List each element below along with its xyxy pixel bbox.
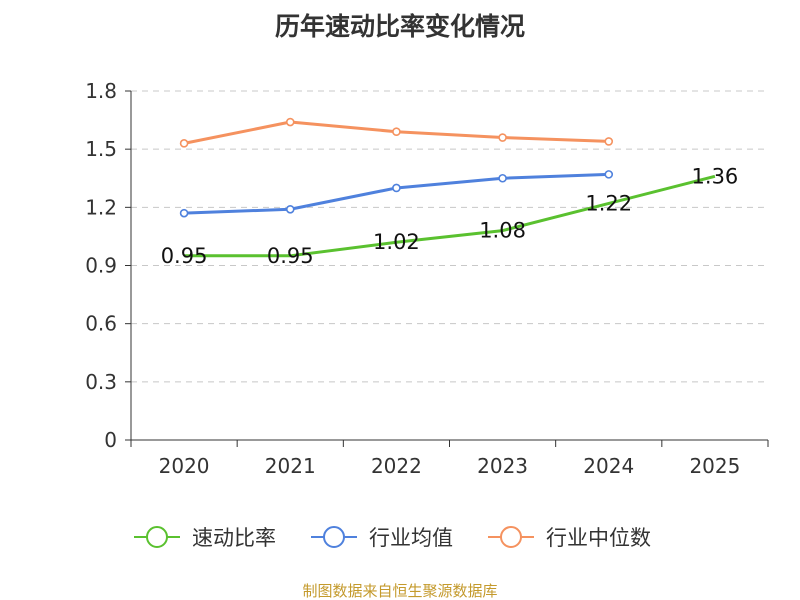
series-point[interactable] <box>179 208 189 218</box>
y-tick-label: 0.6 <box>85 312 117 336</box>
data-label: 0.95 <box>267 244 314 268</box>
series-point[interactable] <box>392 127 401 137</box>
legend-label: 行业中位数 <box>546 526 651 550</box>
legend-marker <box>500 526 522 548</box>
series-point[interactable] <box>392 183 401 193</box>
data-label: 1.08 <box>479 219 526 243</box>
y-tick-label: 0.9 <box>85 254 117 278</box>
legend-item-1[interactable]: 速动比率 <box>134 526 276 550</box>
series-point[interactable] <box>285 117 295 127</box>
data-label: 1.02 <box>373 230 420 254</box>
legend[interactable]: 速动比率 行业均值 行业中位数 <box>134 526 651 550</box>
data-label: 0.95 <box>161 244 208 268</box>
series-point[interactable] <box>498 133 507 142</box>
y-tick-labels: 0 0.3 0.6 0.9 1.2 1.5 1.8 <box>85 79 131 452</box>
x-tick-label: 2023 <box>477 454 528 478</box>
y-tick-label: 1.8 <box>85 79 117 103</box>
series-point[interactable] <box>604 137 614 146</box>
data-label: 1.36 <box>692 164 739 188</box>
legend-marker <box>323 526 345 548</box>
grid <box>131 90 768 383</box>
series-point[interactable] <box>498 173 507 183</box>
y-tick-label: 0.3 <box>85 370 117 394</box>
x-tick-label: 2025 <box>689 454 740 478</box>
legend-marker <box>146 526 168 548</box>
chart-title: 历年速动比率变化情况 <box>275 12 525 41</box>
y-tick-label: 1.2 <box>85 195 117 219</box>
y-tick-label: 1.5 <box>85 137 117 161</box>
x-tick-label: 2024 <box>583 454 634 478</box>
y-tick-label: 0 <box>104 428 117 452</box>
data-labels: 0.95 0.95 1.02 1.08 1.22 1.36 <box>161 164 739 267</box>
series-point[interactable] <box>604 170 614 179</box>
legend-item-2[interactable]: 行业均值 <box>311 526 453 550</box>
legend-label: 行业均值 <box>369 526 453 550</box>
legend-label: 速动比率 <box>192 526 276 550</box>
x-tick-label: 2021 <box>265 454 316 478</box>
x-tick-label: 2020 <box>159 454 210 478</box>
source-note: 制图数据来自恒生聚源数据库 <box>302 582 497 600</box>
series-line-1 <box>184 174 716 258</box>
legend-item-3[interactable]: 行业中位数 <box>488 526 651 550</box>
x-tick-labels: 2020 2021 2022 2023 2024 2025 <box>130 440 769 478</box>
series-point[interactable] <box>179 139 189 148</box>
data-label: 1.22 <box>585 191 632 215</box>
series <box>179 117 716 258</box>
series-point[interactable] <box>285 204 295 214</box>
x-tick-label: 2022 <box>371 454 422 478</box>
